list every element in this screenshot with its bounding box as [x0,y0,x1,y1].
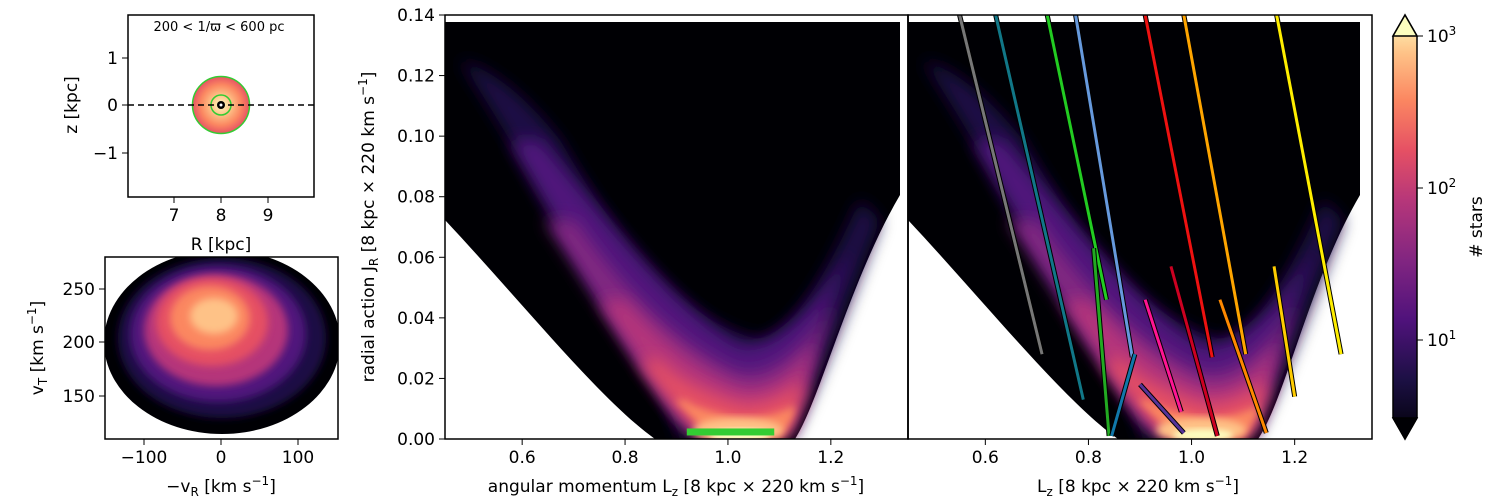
position-inset-ylabel: z [kpc] [62,76,82,134]
velocity-xtick-label: 0 [216,448,227,468]
position-inset-xticks: 7 8 9 [169,197,274,226]
ytick-label: 0.04 [397,309,435,329]
colorbar-tick-label: 101 [1427,328,1456,351]
position-inset-title: 200 < 1/ϖ < 600 pc [153,20,284,35]
velocity-inset-xticks: −100 0 100 [121,439,314,468]
highlight-bar [686,428,775,436]
velocity-inset-xlabel: −vR [km s−1] [166,474,276,499]
velocity-inset-yticks: 250 200 150 [63,280,105,407]
action-right-panel: 0.6 0.8 1.0 1.2 Lz [8 kpc × 220 km s−1] [907,14,1373,499]
ytick-label: 0.14 [397,6,435,26]
ytick-label: 0.08 [397,188,435,208]
position-ytick-label: 0 [107,96,118,116]
ytick-label: 0.10 [397,127,435,147]
velocity-xtick-label: −100 [121,448,168,468]
ytick-label: 0.00 [397,430,435,450]
colorbar-label: # stars [1467,196,1487,258]
ridge-line [1182,15,1248,355]
action-right-xlabel: Lz [8 kpc × 220 km s−1] [1037,474,1239,499]
colorbar-bottom-extend [1391,417,1419,441]
xtick-label: 1.0 [1178,448,1205,468]
colorbar-tick-label: 102 [1427,176,1456,199]
sun-marker-center [219,103,223,107]
colorbar-body [1392,13,1418,441]
position-inset-xlabel: R [kpc] [191,235,251,255]
ridge-line [994,15,1085,400]
ridge-line [1138,383,1185,434]
ridge-line [958,15,1044,355]
colorbar-top-extend [1391,13,1419,37]
velocity-inset: −100 0 100 250 200 150 −vR [km s−1] vT [… [25,256,339,499]
velocity-ytick-label: 200 [63,333,95,353]
velocity-inset-ylabel: vT [km s−1] [25,301,50,395]
action-left-panel: 0.6 0.8 1.0 1.2 0.00 0.02 0.04 0.06 0.08 0.10 0.1… [356,6,909,499]
xtick-label: 1.2 [817,448,844,468]
ridge-line [1092,248,1111,437]
ridge-line [1045,15,1108,300]
xtick-label: 0.8 [612,448,639,468]
velocity-ytick-label: 150 [63,387,95,407]
ridge-lines [957,15,1344,437]
ytick-label: 0.06 [397,248,435,268]
ridge-line [1218,299,1268,434]
position-xtick-label: 9 [263,206,274,226]
xtick-label: 0.8 [1075,448,1102,468]
ridge-line [1275,15,1343,355]
xtick-label: 1.0 [714,448,741,468]
action-left-xlabel: angular momentum Lz [8 kpc × 220 km s−1] [488,474,864,499]
velocity-ytick-label: 250 [63,280,95,300]
xtick-label: 1.2 [1281,448,1308,468]
ytick-label: 0.12 [397,67,435,87]
xtick-label: 0.6 [972,448,999,468]
position-ytick-label: −1 [93,144,118,164]
velocity-xtick-label: 100 [282,448,314,468]
action-left-yticks: 0.00 0.02 0.04 0.06 0.08 0.10 0.12 0.14 [397,6,445,450]
ytick-label: 0.02 [397,369,435,389]
position-xtick-label: 7 [169,206,180,226]
position-ytick-label: 1 [107,49,118,69]
ridge-line [1169,265,1219,437]
action-left-xticks: 0.6 0.8 1.0 1.2 [509,439,844,468]
xtick-label: 0.6 [509,448,536,468]
ridge-line [1272,266,1297,397]
ridge-line [1074,15,1134,358]
colorbar-tick-label: 103 [1427,24,1456,47]
action-left-ylabel: radial action JR [8 kpc × 220 km s−1] [356,72,381,383]
colorbar: 103 102 101 # stars [1391,13,1487,441]
position-inset: 200 < 1/ϖ < 600 pc 7 8 9 1 0 −1 R [kpc] … [62,14,315,255]
ridge-line [1110,353,1137,437]
position-xtick-label: 8 [216,206,227,226]
action-right-xticks: 0.6 0.8 1.0 1.2 [972,439,1308,468]
position-inset-yticks: 1 0 −1 [93,49,128,164]
ridge-line [1143,15,1214,358]
ridge-line [1143,299,1183,413]
